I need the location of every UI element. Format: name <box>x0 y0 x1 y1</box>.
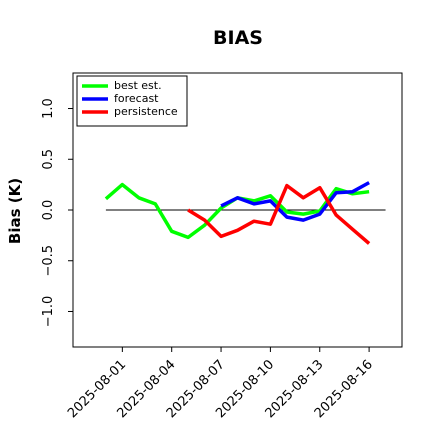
legend-label-persistence: persistence <box>114 105 178 118</box>
chart-title: BIAS <box>213 27 263 49</box>
y-axis-label: Bias (K) <box>6 178 24 244</box>
legend-label-best-est: best est. <box>114 79 162 92</box>
y-axis: −1.0 −0.5 0.0 0.5 1.0 <box>41 98 73 327</box>
x-axis: 2025-08-012025-08-042025-08-072025-08-10… <box>65 347 376 421</box>
legend-label-forecast: forecast <box>114 92 159 105</box>
series-line-persistence <box>187 183 371 245</box>
y-tick-label: 1.0 <box>41 98 56 119</box>
y-tick-label: −1.0 <box>41 296 56 328</box>
y-tick-label: 0.5 <box>41 149 56 170</box>
y-tick-label: −0.5 <box>41 245 56 277</box>
y-tick-label: 0.0 <box>41 200 56 221</box>
series-line-forecast <box>220 181 370 222</box>
series-lines <box>104 181 371 245</box>
